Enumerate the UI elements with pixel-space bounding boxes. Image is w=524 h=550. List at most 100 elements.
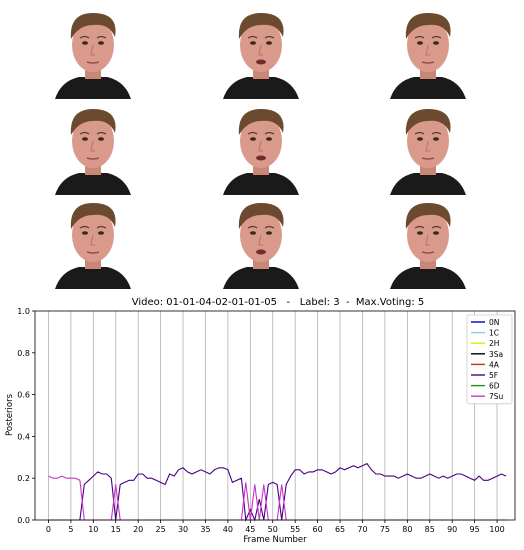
- mouth: [86, 61, 100, 64]
- legend-label-3Sa: 3Sa: [489, 350, 503, 359]
- shirt: [55, 77, 131, 99]
- x-tick-label: 85: [425, 525, 435, 534]
- left-eye: [417, 231, 423, 235]
- left-eyebrow: [414, 131, 425, 135]
- right-eye: [433, 41, 439, 45]
- mouth: [86, 251, 100, 254]
- shirt: [390, 173, 466, 195]
- mouth: [256, 59, 266, 65]
- face-frame-6: [390, 109, 466, 195]
- hair: [238, 13, 284, 39]
- mouth: [256, 155, 266, 161]
- x-tick-label: 90: [447, 525, 457, 534]
- shirt: [223, 77, 299, 99]
- right-eye: [98, 137, 104, 141]
- hair: [238, 203, 284, 229]
- left-eye: [250, 137, 256, 141]
- x-tick-label: 30: [178, 525, 188, 534]
- right-eye: [266, 137, 272, 141]
- x-tick-label: 10: [88, 525, 98, 534]
- x-axis-label: Frame Number: [243, 535, 307, 545]
- nose: [425, 44, 430, 56]
- hair: [70, 109, 116, 135]
- shirt: [55, 173, 131, 195]
- left-eyebrow: [247, 35, 258, 39]
- shirt: [223, 267, 299, 289]
- face-frame-2: [223, 13, 299, 99]
- nose: [425, 234, 430, 246]
- left-eye: [82, 41, 88, 45]
- x-tick-label: 35: [200, 525, 210, 534]
- y-tick-label: 0.0: [17, 516, 30, 525]
- legend-label-5F: 5F: [489, 371, 498, 380]
- left-eye: [250, 231, 256, 235]
- series-line-7Su: [48, 475, 506, 521]
- left-eyebrow: [79, 225, 90, 229]
- nose: [258, 140, 263, 152]
- shirt: [55, 267, 131, 289]
- right-eyebrow: [96, 35, 107, 39]
- nose: [425, 140, 430, 152]
- face-frame-9: [390, 203, 466, 289]
- legend-label-7Su: 7Su: [489, 392, 504, 401]
- face-frame-7: [55, 203, 131, 289]
- left-eyebrow: [79, 131, 90, 135]
- x-tick-label: 45: [245, 525, 255, 534]
- chart-title: Video: 01-01-04-02-01-01-05 - Label: 3 -…: [132, 297, 425, 308]
- x-tick-label: 15: [111, 525, 121, 534]
- mouth: [421, 157, 435, 160]
- hair: [70, 203, 116, 229]
- right-eyebrow: [264, 131, 275, 135]
- face-frame-4: [55, 109, 131, 195]
- left-eye: [417, 137, 423, 141]
- left-eyebrow: [414, 35, 425, 39]
- y-tick-label: 0.4: [17, 432, 30, 441]
- x-tick-label: 70: [357, 525, 367, 534]
- series-lines: [48, 462, 507, 523]
- x-tick-label: 40: [223, 525, 233, 534]
- shirt: [390, 267, 466, 289]
- legend-label-4A: 4A: [489, 360, 500, 369]
- left-eyebrow: [247, 131, 258, 135]
- mouth: [421, 61, 435, 64]
- hair: [70, 13, 116, 39]
- x-tick-label: 50: [268, 525, 278, 534]
- x-tick-label: 0: [46, 525, 51, 534]
- vertical-grid-lines: [48, 311, 498, 520]
- y-tick-label: 0.8: [17, 349, 30, 358]
- x-tick-label: 60: [313, 525, 323, 534]
- legend-label-1C: 1C: [489, 329, 499, 338]
- hair: [238, 109, 284, 135]
- shirt: [223, 173, 299, 195]
- right-eyebrow: [431, 225, 442, 229]
- y-tick-label: 0.2: [17, 474, 30, 483]
- x-tick-label: 55: [290, 525, 300, 534]
- hair: [405, 13, 451, 39]
- legend-box: [466, 314, 513, 405]
- nose: [90, 234, 95, 246]
- right-eyebrow: [96, 225, 107, 229]
- legend-label-6D: 6D: [489, 382, 500, 391]
- x-tick-label: 20: [133, 525, 143, 534]
- y-axis-label: Posteriors: [5, 393, 15, 436]
- plot-frame: [34, 310, 516, 521]
- right-eye: [266, 231, 272, 235]
- nose: [258, 234, 263, 246]
- right-eye: [433, 231, 439, 235]
- y-tick-label: 1.0: [17, 307, 30, 316]
- posteriors-chart: Video: 01-01-04-02-01-01-05 - Label: 3 -…: [5, 297, 516, 545]
- x-tick-label: 75: [380, 525, 390, 534]
- face-frame-3: [390, 13, 466, 99]
- mouth: [86, 157, 100, 160]
- mouth: [421, 251, 435, 254]
- mouth: [256, 249, 266, 255]
- face-frame-1: [55, 13, 131, 99]
- x-tick-label: 100: [489, 525, 504, 534]
- x-tick-label: 25: [156, 525, 166, 534]
- left-eye: [417, 41, 423, 45]
- shirt: [390, 77, 466, 99]
- x-axis: 0 5 10 15 20 25 30 35 40 45 50 55 60 65 70 75 80 85 90 95 10…: [46, 520, 505, 534]
- y-tick-label: 0.6: [17, 391, 30, 400]
- nose: [90, 44, 95, 56]
- legend-label-0N: 0N: [489, 318, 499, 327]
